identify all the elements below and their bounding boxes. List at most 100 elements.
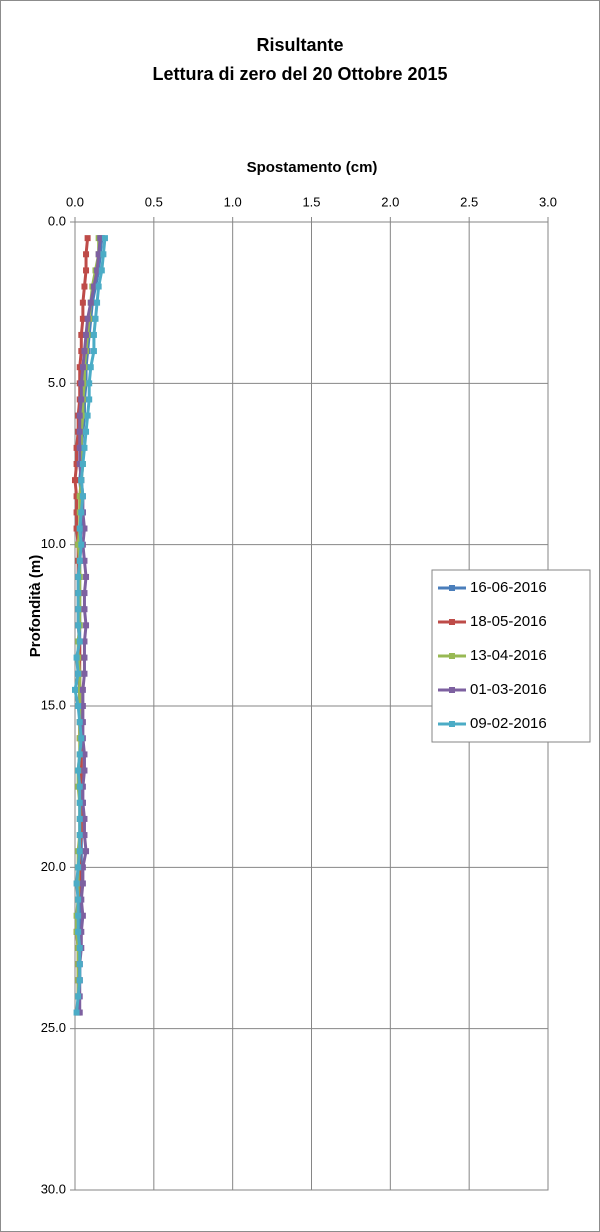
point-marker	[81, 348, 88, 355]
point-marker	[95, 283, 102, 290]
point-marker	[79, 461, 86, 467]
legend-marker	[449, 653, 455, 659]
point-marker	[76, 428, 83, 435]
y-tick-label: 10.0	[41, 536, 66, 551]
point-marker	[83, 331, 90, 338]
legend-marker	[449, 585, 455, 591]
point-marker	[78, 735, 85, 742]
legend-label: 18-05-2016	[470, 613, 547, 630]
point-marker	[81, 444, 88, 451]
point-marker	[75, 670, 82, 677]
legend-marker	[449, 687, 455, 693]
legend-label: 16-06-2016	[470, 579, 547, 596]
point-marker	[83, 251, 90, 258]
x-tick-label: 3.0	[539, 194, 557, 209]
point-marker	[101, 235, 108, 242]
y-tick-label: 15.0	[41, 697, 66, 712]
point-marker	[79, 493, 86, 500]
x-tick-label: 2.5	[460, 194, 478, 209]
point-marker	[81, 590, 88, 597]
point-marker	[75, 928, 82, 935]
point-marker	[78, 896, 85, 903]
point-marker	[76, 848, 83, 855]
point-marker	[81, 670, 88, 677]
point-marker	[83, 573, 90, 580]
point-marker	[86, 396, 93, 403]
point-marker	[79, 364, 86, 371]
point-marker	[73, 525, 80, 532]
point-marker	[79, 912, 86, 919]
y-tick-label: 5.0	[48, 375, 66, 390]
legend: 16-06-2016 18-05-2016 13-04-2016 01-03-2016…	[431, 569, 591, 743]
point-marker	[81, 380, 88, 387]
point-marker	[81, 832, 88, 839]
point-marker	[76, 493, 83, 500]
point-marker	[76, 751, 83, 758]
point-marker	[76, 945, 83, 951]
point-marker	[100, 251, 107, 258]
point-marker	[87, 364, 94, 371]
point-marker	[78, 928, 85, 935]
point-marker	[81, 751, 88, 758]
point-marker	[73, 493, 80, 500]
point-marker	[76, 832, 83, 839]
y-tick-label: 0.0	[48, 213, 66, 228]
point-marker	[81, 815, 88, 822]
point-marker	[84, 315, 91, 322]
y-tick-label: 20.0	[41, 859, 66, 874]
point-marker	[81, 638, 88, 645]
point-marker	[75, 590, 82, 597]
point-marker	[73, 654, 80, 661]
point-marker	[73, 1009, 80, 1016]
point-marker	[76, 444, 83, 451]
x-tick-label: 1.5	[302, 194, 320, 209]
point-marker	[79, 783, 86, 790]
chart-title: Risultante	[256, 35, 343, 55]
point-marker	[73, 509, 80, 516]
point-marker	[72, 686, 78, 693]
x-tick-label: 1.0	[224, 194, 242, 209]
point-marker	[79, 703, 86, 709]
point-marker	[76, 961, 83, 968]
point-marker	[75, 993, 82, 1000]
point-marker	[81, 606, 88, 613]
point-marker	[94, 267, 101, 274]
point-marker	[94, 299, 101, 306]
point-marker	[92, 315, 99, 322]
point-marker	[81, 654, 88, 661]
point-marker	[84, 412, 91, 419]
point-marker	[81, 525, 88, 532]
point-marker	[90, 283, 97, 290]
point-marker	[76, 461, 83, 467]
legend-marker	[449, 619, 455, 625]
point-marker	[79, 412, 86, 419]
point-marker	[76, 719, 83, 726]
point-marker	[79, 799, 86, 806]
point-marker	[76, 815, 83, 822]
legend-label: 01-03-2016	[470, 681, 547, 698]
point-marker	[76, 686, 83, 693]
point-marker	[76, 525, 83, 532]
point-marker	[78, 477, 85, 484]
point-marker	[79, 880, 86, 887]
point-marker	[76, 412, 83, 419]
point-marker	[75, 541, 82, 548]
point-marker	[78, 767, 85, 774]
point-marker	[75, 767, 82, 774]
x-tick-label: 0.0	[66, 194, 84, 209]
y-tick-label: 30.0	[41, 1181, 66, 1196]
point-marker	[83, 848, 90, 855]
point-marker	[75, 864, 82, 871]
legend-label: 13-04-2016	[470, 647, 547, 664]
point-marker	[75, 912, 82, 919]
point-marker	[73, 461, 80, 467]
point-marker	[78, 331, 85, 338]
point-marker	[79, 315, 86, 322]
point-marker	[78, 380, 85, 387]
point-marker	[86, 380, 93, 387]
point-marker	[81, 557, 88, 564]
point-marker	[73, 880, 80, 887]
x-tick-label: 2.0	[381, 194, 399, 209]
y-tick-label: 25.0	[41, 1020, 66, 1035]
